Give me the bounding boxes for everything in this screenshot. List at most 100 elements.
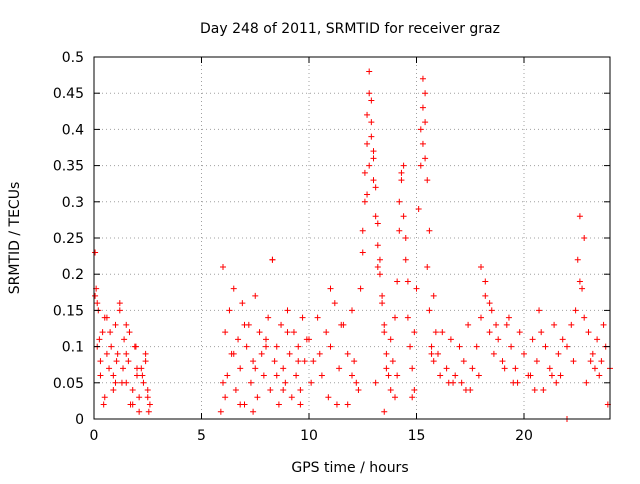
data-point <box>284 307 291 314</box>
data-point <box>486 300 493 307</box>
data-point <box>490 350 497 357</box>
data-point <box>551 321 558 328</box>
data-point <box>428 343 435 350</box>
data-point <box>581 314 588 321</box>
data-point <box>126 329 133 336</box>
data-point <box>557 372 564 379</box>
y-tick-label: 0.1 <box>62 340 84 356</box>
data-point <box>263 336 269 343</box>
data-point <box>531 387 538 394</box>
data-point <box>529 336 536 343</box>
data-point <box>396 227 403 234</box>
data-point <box>113 358 120 365</box>
data-point <box>295 343 302 350</box>
data-point <box>92 292 99 299</box>
data-point <box>134 365 140 372</box>
data-point <box>306 336 312 343</box>
data-point <box>430 358 437 365</box>
data-point <box>456 343 463 350</box>
data-point <box>460 358 467 365</box>
y-tick-label: 0 <box>75 412 84 428</box>
data-point <box>222 329 229 336</box>
data-point <box>366 162 373 169</box>
data-point <box>349 372 355 379</box>
data-point <box>381 408 388 415</box>
data-point <box>368 133 375 140</box>
data-points <box>92 68 613 422</box>
y-tick-label: 0.35 <box>53 159 84 175</box>
data-point <box>129 387 136 394</box>
data-point <box>411 387 418 394</box>
data-point <box>404 278 411 285</box>
data-point <box>540 387 547 394</box>
data-point <box>424 177 431 184</box>
data-point <box>576 278 583 285</box>
data-point <box>587 358 594 365</box>
data-point <box>116 307 123 314</box>
data-point <box>136 394 143 401</box>
y-tick-label: 0.05 <box>53 376 84 392</box>
data-point <box>583 379 590 386</box>
data-point <box>422 90 429 97</box>
data-point <box>473 343 480 350</box>
data-point <box>400 162 407 169</box>
data-point <box>146 401 153 408</box>
data-point <box>258 350 265 357</box>
data-point <box>336 365 343 372</box>
chart-title: Day 248 of 2011, SRMTID for receiver gra… <box>200 21 500 37</box>
data-point <box>400 213 407 220</box>
grid <box>94 57 610 419</box>
data-point <box>92 249 99 256</box>
data-point <box>482 278 489 285</box>
data-point <box>478 263 484 270</box>
data-point <box>112 379 119 386</box>
data-point <box>325 394 332 401</box>
data-point <box>570 358 577 365</box>
data-point <box>372 213 379 220</box>
data-point <box>123 321 130 328</box>
data-point <box>101 394 108 401</box>
data-point <box>430 292 437 299</box>
data-point <box>250 358 257 365</box>
data-point <box>243 343 250 350</box>
data-point <box>516 329 523 336</box>
data-point <box>527 372 534 379</box>
data-point <box>136 408 143 415</box>
data-point <box>100 401 107 408</box>
data-point <box>132 343 139 350</box>
data-point <box>394 372 401 379</box>
data-point <box>426 227 433 234</box>
data-point <box>374 242 381 249</box>
data-point <box>521 350 527 357</box>
data-point <box>409 394 416 401</box>
data-point <box>241 321 248 328</box>
data-point <box>374 220 381 227</box>
data-point <box>230 350 237 357</box>
data-point <box>301 358 308 365</box>
data-point <box>237 401 244 408</box>
data-point <box>364 191 371 198</box>
data-point <box>323 329 330 336</box>
data-point <box>121 336 128 343</box>
data-point <box>370 148 377 155</box>
data-point <box>465 321 472 328</box>
data-point <box>273 372 280 379</box>
data-point <box>392 314 398 321</box>
data-point <box>501 365 508 372</box>
data-point <box>254 394 261 401</box>
data-point <box>344 401 351 408</box>
data-point <box>417 162 424 169</box>
data-point <box>533 358 540 365</box>
data-point <box>439 329 446 336</box>
data-point <box>230 285 237 292</box>
data-point <box>235 336 242 343</box>
data-point <box>512 365 519 372</box>
data-point <box>417 126 424 133</box>
data-point <box>370 177 377 184</box>
data-point <box>389 358 396 365</box>
data-point <box>370 155 377 162</box>
data-point <box>110 387 117 394</box>
data-point <box>101 314 108 321</box>
